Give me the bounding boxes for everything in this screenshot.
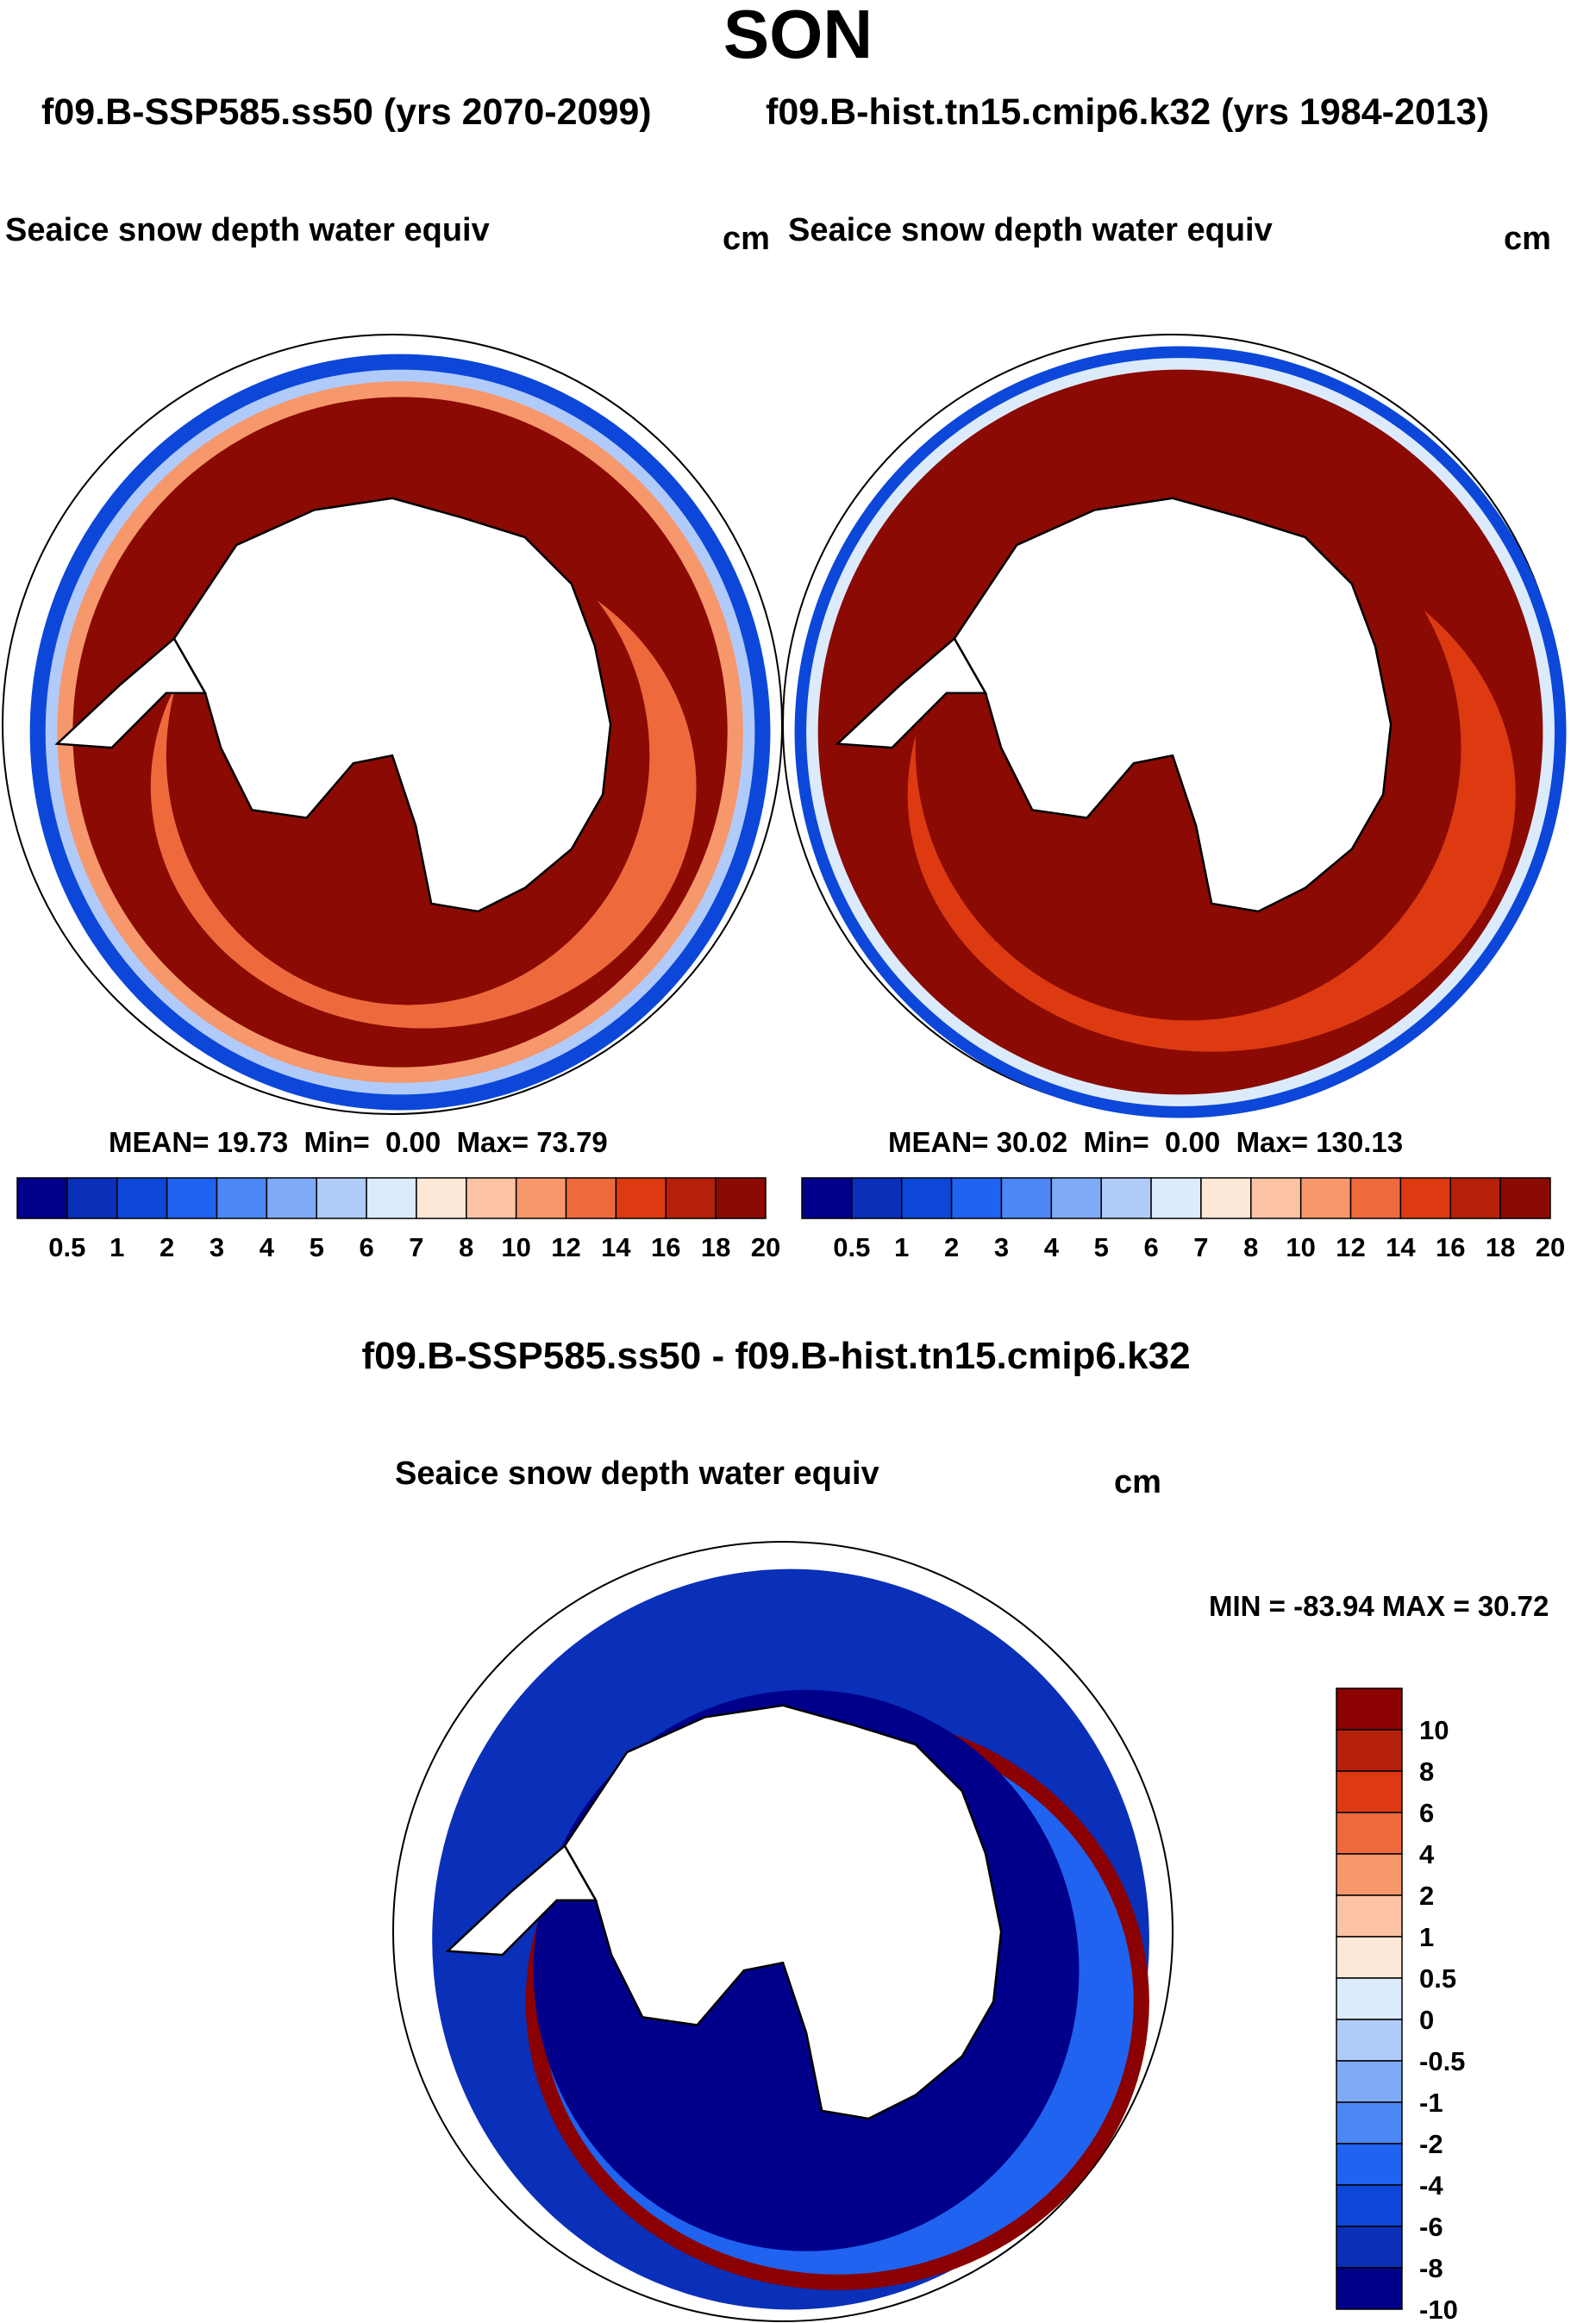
- panel1-title: Seaice snow depth water equiv: [5, 212, 490, 248]
- panel2-mean-value: 30.02: [996, 1126, 1068, 1158]
- panel3-min-label: MIN =: [1209, 1590, 1286, 1622]
- panel1-max-value: 73.79: [536, 1126, 608, 1158]
- panel1-max-label: Max=: [456, 1126, 529, 1158]
- panel1-min-label: Min=: [304, 1126, 370, 1158]
- panel2-min-label: Min=: [1083, 1126, 1149, 1158]
- panel1-mean-value: 19.73: [216, 1126, 289, 1158]
- panel2-max-value: 130.13: [1316, 1126, 1404, 1158]
- panel3-max-label: MAX =: [1381, 1590, 1470, 1622]
- panel2-units: cm: [1504, 221, 1551, 257]
- panel3-min-value: -83.94: [1293, 1590, 1374, 1622]
- panel3-peninsula-land: [445, 1844, 598, 1957]
- panel3-max-value: 30.72: [1477, 1590, 1549, 1622]
- panel2-min-value: 0.00: [1164, 1126, 1221, 1158]
- panel3-stats: MIN = -83.94 MAX = 30.72: [1209, 1590, 1549, 1623]
- panel2-title: Seaice snow depth water equiv: [788, 212, 1273, 248]
- panel3-title: Seaice snow depth water equiv: [395, 1456, 879, 1492]
- panel3-antarctica-land: [563, 1704, 1003, 2120]
- panel1-units: cm: [723, 221, 770, 257]
- panel2-mean-label: MEAN=: [888, 1126, 989, 1158]
- panel2-stats: MEAN= 30.02 Min= 0.00 Max= 130.13: [888, 1126, 1403, 1159]
- panel1-map: [2, 334, 783, 1115]
- panel1-stats: MEAN= 19.73 Min= 0.00 Max= 73.79: [109, 1126, 608, 1159]
- panel1-peninsula-land: [54, 636, 208, 749]
- case-label-right: f09.B-hist.tn15.cmip6.k32 (yrs 1984-2013…: [766, 91, 1489, 133]
- case-label-left: f09.B-SSP585.ss50 (yrs 2070-2099): [41, 91, 652, 133]
- panel2-max-label: Max=: [1236, 1126, 1309, 1158]
- panel2-antarctica-land: [953, 497, 1393, 913]
- panel1-mean-label: MEAN=: [109, 1126, 210, 1158]
- panel3-map: [392, 1541, 1174, 2322]
- panel2-peninsula-land: [835, 636, 988, 749]
- figure-title: SON: [723, 0, 873, 72]
- diff-title: f09.B-SSP585.ss50 - f09.B-hist.tn15.cmip…: [361, 1335, 1191, 1377]
- panel1-antarctica-land: [172, 497, 612, 913]
- panel2-map: [782, 334, 1567, 1118]
- panel3-units: cm: [1114, 1464, 1161, 1500]
- panel1-min-value: 0.00: [385, 1126, 441, 1158]
